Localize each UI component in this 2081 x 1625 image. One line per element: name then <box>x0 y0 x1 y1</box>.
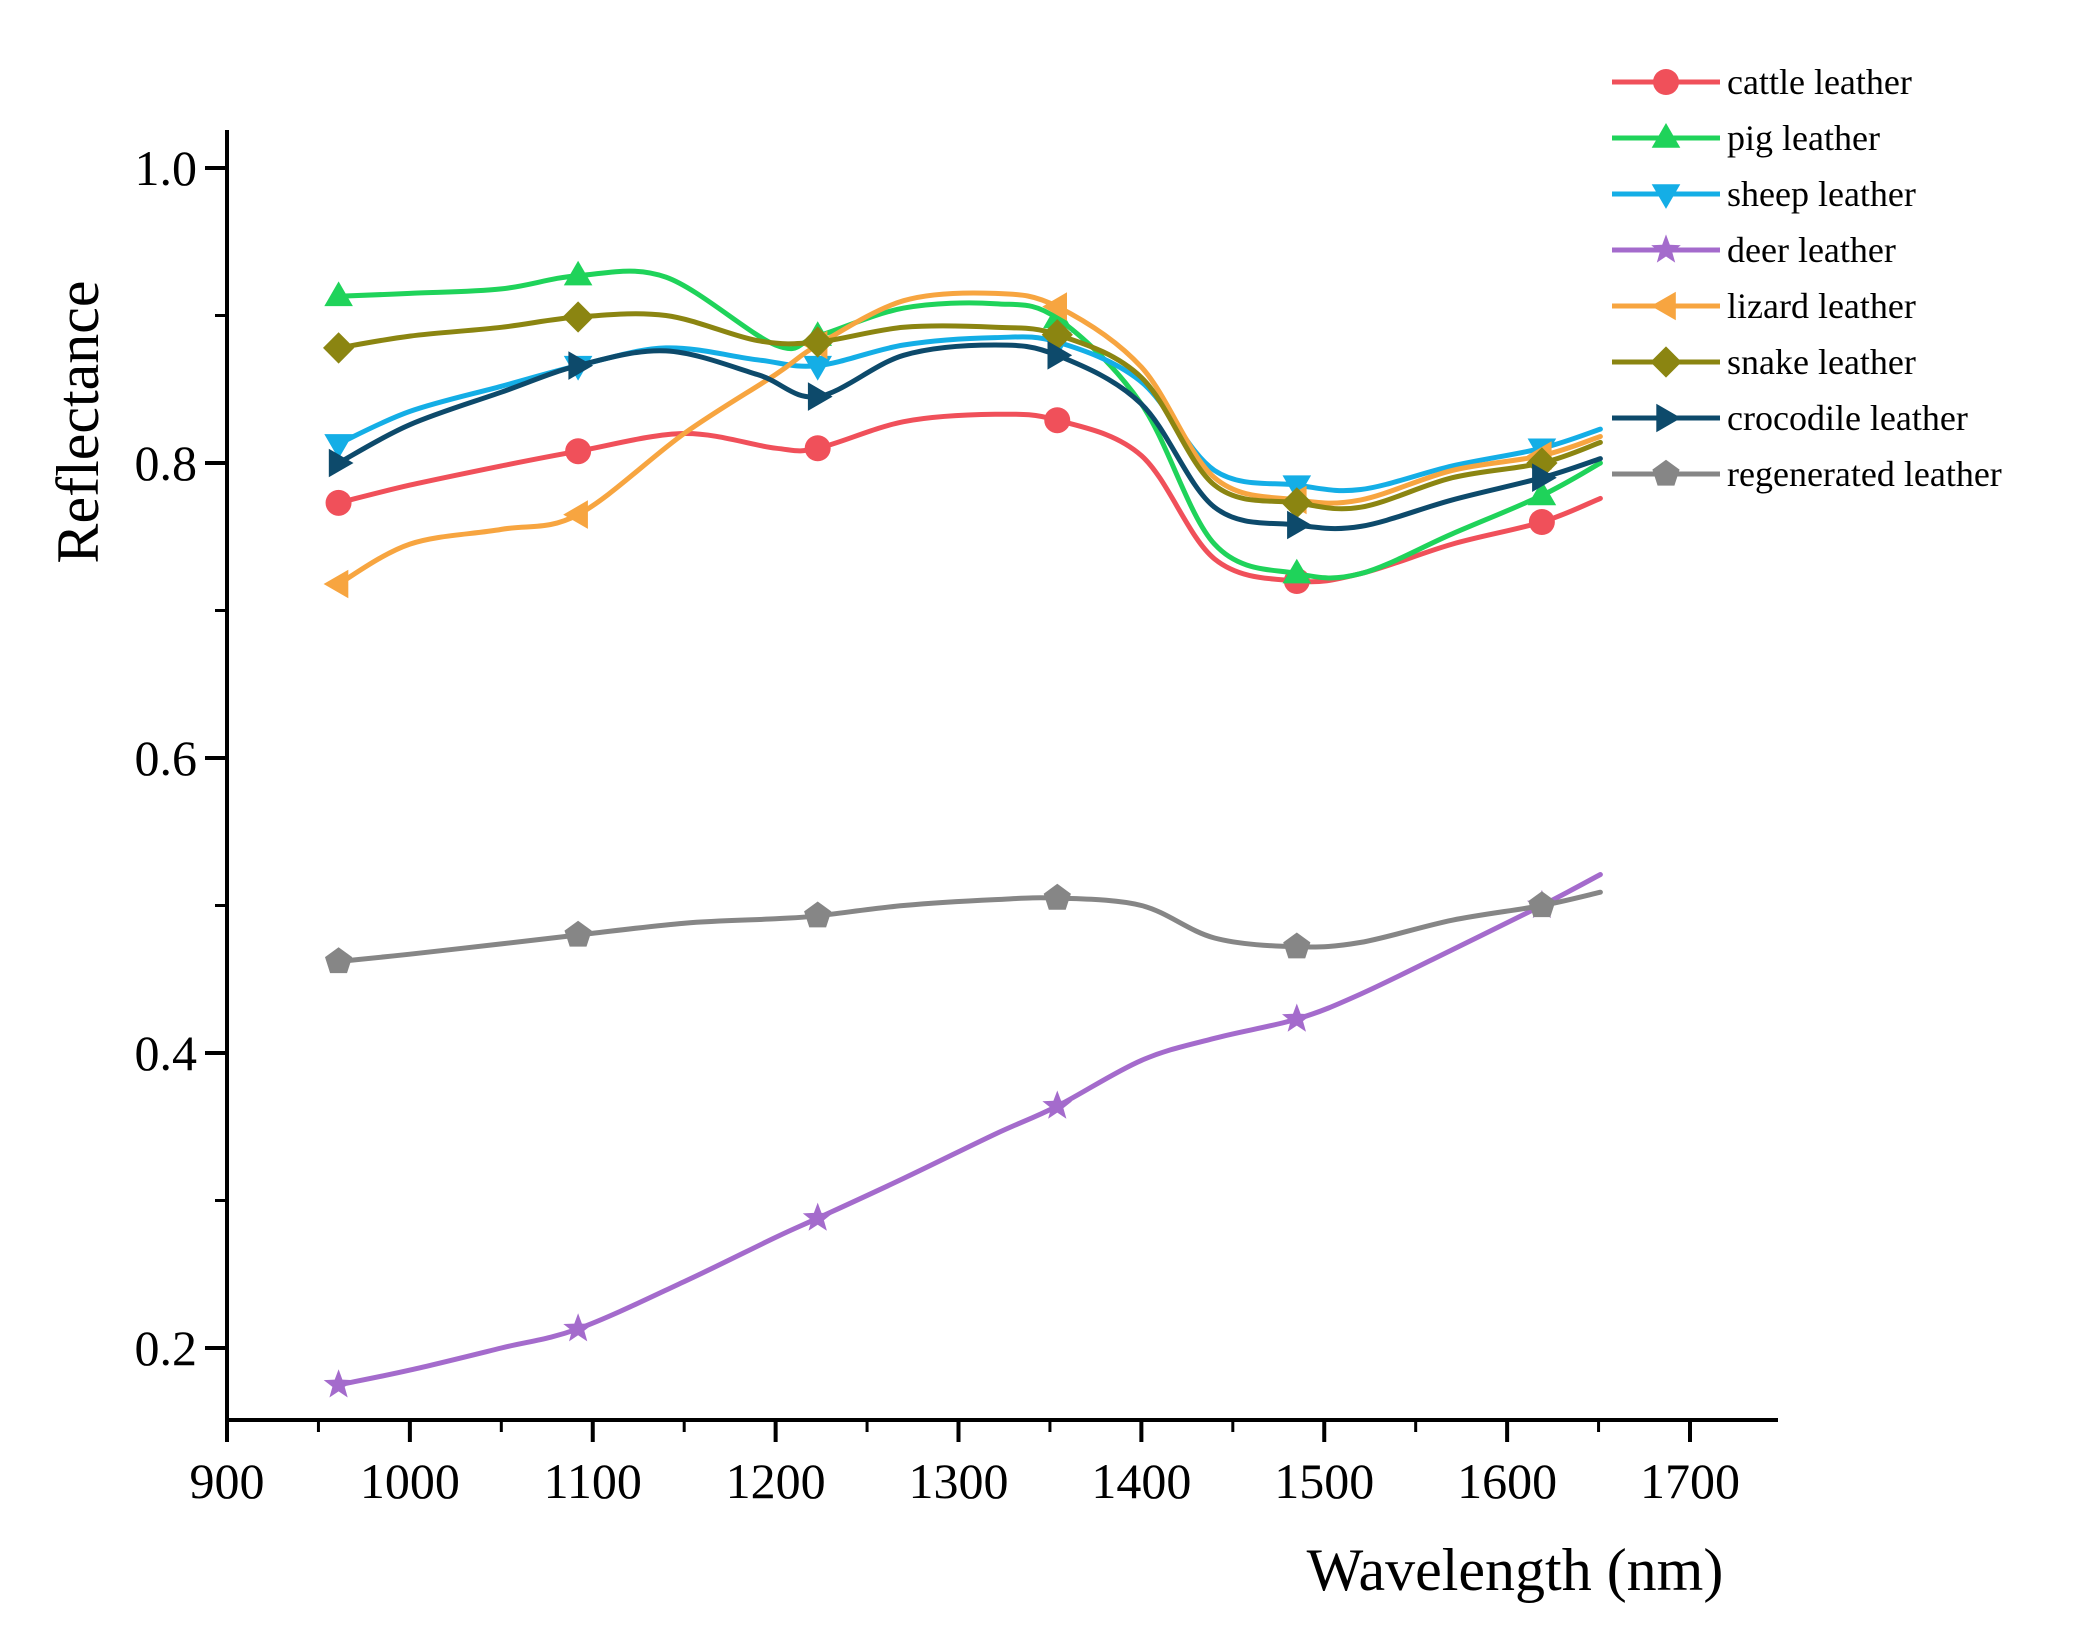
data-point-snake-leather <box>1281 487 1313 519</box>
data-point-cattle-leather <box>1528 509 1555 535</box>
legend-label: pig leather <box>1727 118 1880 158</box>
x-tick-label: 1400 <box>1091 1453 1191 1509</box>
legend-marker-triangle-right <box>1656 403 1681 433</box>
data-point-pig-leather <box>1282 558 1312 584</box>
x-tick-label: 1100 <box>544 1453 642 1509</box>
data-point-lizard-leather <box>323 569 349 599</box>
data-point-cattle-leather <box>804 435 831 462</box>
x-tick-label: 1000 <box>360 1453 460 1509</box>
legend-item-crocodile-leather: crocodile leather <box>1612 398 1968 438</box>
y-tick-label: 0.8 <box>135 435 198 491</box>
legend-marker-triangle-left <box>1651 291 1676 321</box>
x-axis-title: Wavelength (nm) <box>1307 1537 1724 1603</box>
series-crocodile-leather <box>328 341 1603 540</box>
legend-item-sheep-leather: sheep leather <box>1612 174 1916 214</box>
data-point-deer-leather <box>1042 1090 1073 1119</box>
data-point-deer-leather <box>802 1202 833 1231</box>
data-point-sheep-leather <box>324 434 353 459</box>
y-tick-label: 0.2 <box>135 1320 198 1376</box>
legend-label: crocodile leather <box>1727 398 1968 438</box>
legend-marker-circle <box>1653 69 1679 95</box>
y-tick-label: 1.0 <box>135 140 198 196</box>
data-point-crocodile-leather <box>1287 510 1312 540</box>
x-tick-label: 1200 <box>726 1453 826 1509</box>
data-point-lizard-leather <box>1042 292 1067 321</box>
legend-item-regenerated-leather: regenerated leather <box>1612 454 2002 494</box>
legend-marker-triangle-down <box>1651 184 1681 209</box>
y-axis-title: Reflectance <box>45 280 111 563</box>
series-line-lizard-leather <box>336 290 1603 587</box>
x-tick-label: 1300 <box>909 1453 1009 1509</box>
legend-marker-triangle-up <box>1651 123 1681 148</box>
series-pig-leather <box>324 260 1603 584</box>
data-point-cattle-leather <box>325 489 352 516</box>
data-point-crocodile-leather <box>1532 463 1557 492</box>
legend-item-pig-leather: pig leather <box>1612 118 1880 158</box>
series-line-cattle-leather <box>336 411 1603 585</box>
series-deer-leather <box>323 872 1603 1398</box>
data-point-regenerated-leather <box>1528 891 1556 918</box>
data-point-snake-leather <box>802 326 834 358</box>
series-line-crocodile-leather <box>336 342 1603 532</box>
series-line-snake-leather <box>336 311 1603 512</box>
legend-item-lizard-leather: lizard leather <box>1612 286 1916 326</box>
legend-label: lizard leather <box>1727 286 1916 326</box>
legend-label: cattle leather <box>1727 62 1912 102</box>
legend-label: regenerated leather <box>1727 454 2002 494</box>
data-point-regenerated-leather <box>804 901 832 928</box>
data-point-deer-leather <box>1282 1003 1312 1032</box>
data-point-pig-leather <box>324 281 353 307</box>
series-line-regenerated-leather <box>336 889 1603 964</box>
x-tick-label: 1500 <box>1274 1453 1374 1509</box>
data-point-deer-leather <box>323 1369 354 1398</box>
x-tick-label: 900 <box>190 1453 265 1509</box>
series-snake-leather <box>323 301 1603 519</box>
data-point-regenerated-leather <box>564 920 592 947</box>
series-regenerated-leather <box>325 883 1603 974</box>
data-point-pig-leather <box>563 260 593 286</box>
data-point-crocodile-leather <box>807 382 833 411</box>
legend-marker-diamond <box>1650 346 1682 378</box>
legend-item-cattle-leather: cattle leather <box>1612 62 1912 102</box>
x-tick-label: 1600 <box>1457 1453 1557 1509</box>
data-point-deer-leather <box>563 1313 593 1342</box>
legend-label: deer leather <box>1727 230 1896 270</box>
data-point-crocodile-leather <box>1047 341 1073 370</box>
data-point-regenerated-leather <box>1043 883 1071 910</box>
x-tick-label: 1700 <box>1640 1453 1740 1509</box>
y-tick-label: 0.6 <box>135 730 198 786</box>
data-point-pig-leather <box>1043 303 1072 329</box>
y-tick-label: 0.4 <box>135 1025 198 1081</box>
data-point-cattle-leather <box>565 438 592 465</box>
data-point-sheep-leather <box>803 355 832 381</box>
series-line-deer-leather <box>336 872 1603 1388</box>
data-point-regenerated-leather <box>1283 932 1311 959</box>
legend-item-snake-leather: snake leather <box>1612 342 1916 382</box>
legend-item-deer-leather: deer leather <box>1612 230 1896 270</box>
legend-marker-star <box>1651 234 1681 263</box>
data-point-snake-leather <box>323 332 355 364</box>
legend-marker-pentagon <box>1652 459 1680 486</box>
data-point-regenerated-leather <box>325 947 353 974</box>
data-point-crocodile-leather <box>568 351 594 380</box>
legend: cattle leather pig leather sheep leather de… <box>1612 62 2002 494</box>
axes: 900 1000 1100 1200 1300 1400 1500 1600 1700 0.2 0.… <box>135 130 1778 1509</box>
data-point-snake-leather <box>562 301 594 333</box>
series-group <box>323 260 1603 1398</box>
data-point-lizard-leather <box>563 500 588 529</box>
series-cattle-leather <box>325 407 1603 594</box>
data-point-cattle-leather <box>1044 407 1071 434</box>
data-point-crocodile-leather <box>328 448 354 478</box>
legend-label: sheep leather <box>1727 174 1916 214</box>
series-line-pig-leather <box>336 268 1603 581</box>
data-point-pig-leather <box>1527 480 1557 506</box>
legend-label: snake leather <box>1727 342 1916 382</box>
